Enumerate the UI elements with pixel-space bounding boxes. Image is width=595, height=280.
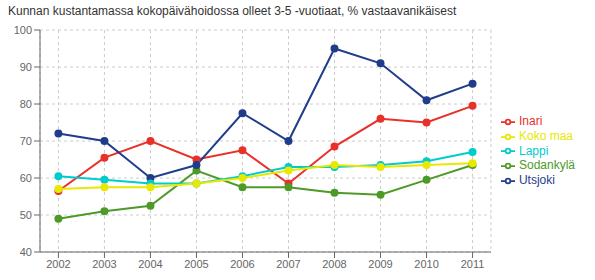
svg-text:100: 100 (14, 24, 32, 36)
svg-text:2009: 2009 (368, 258, 392, 270)
svg-text:2004: 2004 (138, 258, 162, 270)
html-text:Sodankylä: Sodankylä (519, 158, 575, 173)
html-text:Lappi: Lappi (519, 143, 549, 158)
html-text:Koko maa: Koko maa (519, 128, 573, 143)
svg-text:2006: 2006 (230, 258, 254, 270)
svg-text:2011: 2011 (461, 258, 485, 270)
html-text:Utsjoki: Utsjoki (519, 173, 555, 188)
svg-text:40: 40 (20, 246, 32, 258)
svg-text:2005: 2005 (184, 258, 208, 270)
svg-text:80: 80 (20, 98, 32, 110)
svg-text:50: 50 (20, 209, 32, 221)
svg-text:2010: 2010 (414, 258, 438, 270)
svg-text:2007: 2007 (276, 258, 300, 270)
html-text:Kunnan kustantamassa kokopäivä: Kunnan kustantamassa kokopäivähoidossa o… (8, 4, 457, 18)
svg-text:2002: 2002 (46, 258, 70, 270)
html-text:Inari: Inari (519, 113, 543, 128)
svg-text:60: 60 (20, 172, 32, 184)
svg-text:70: 70 (20, 135, 32, 147)
svg-text:90: 90 (20, 61, 32, 73)
svg-text:2003: 2003 (92, 258, 116, 270)
svg-text:2008: 2008 (322, 258, 346, 270)
